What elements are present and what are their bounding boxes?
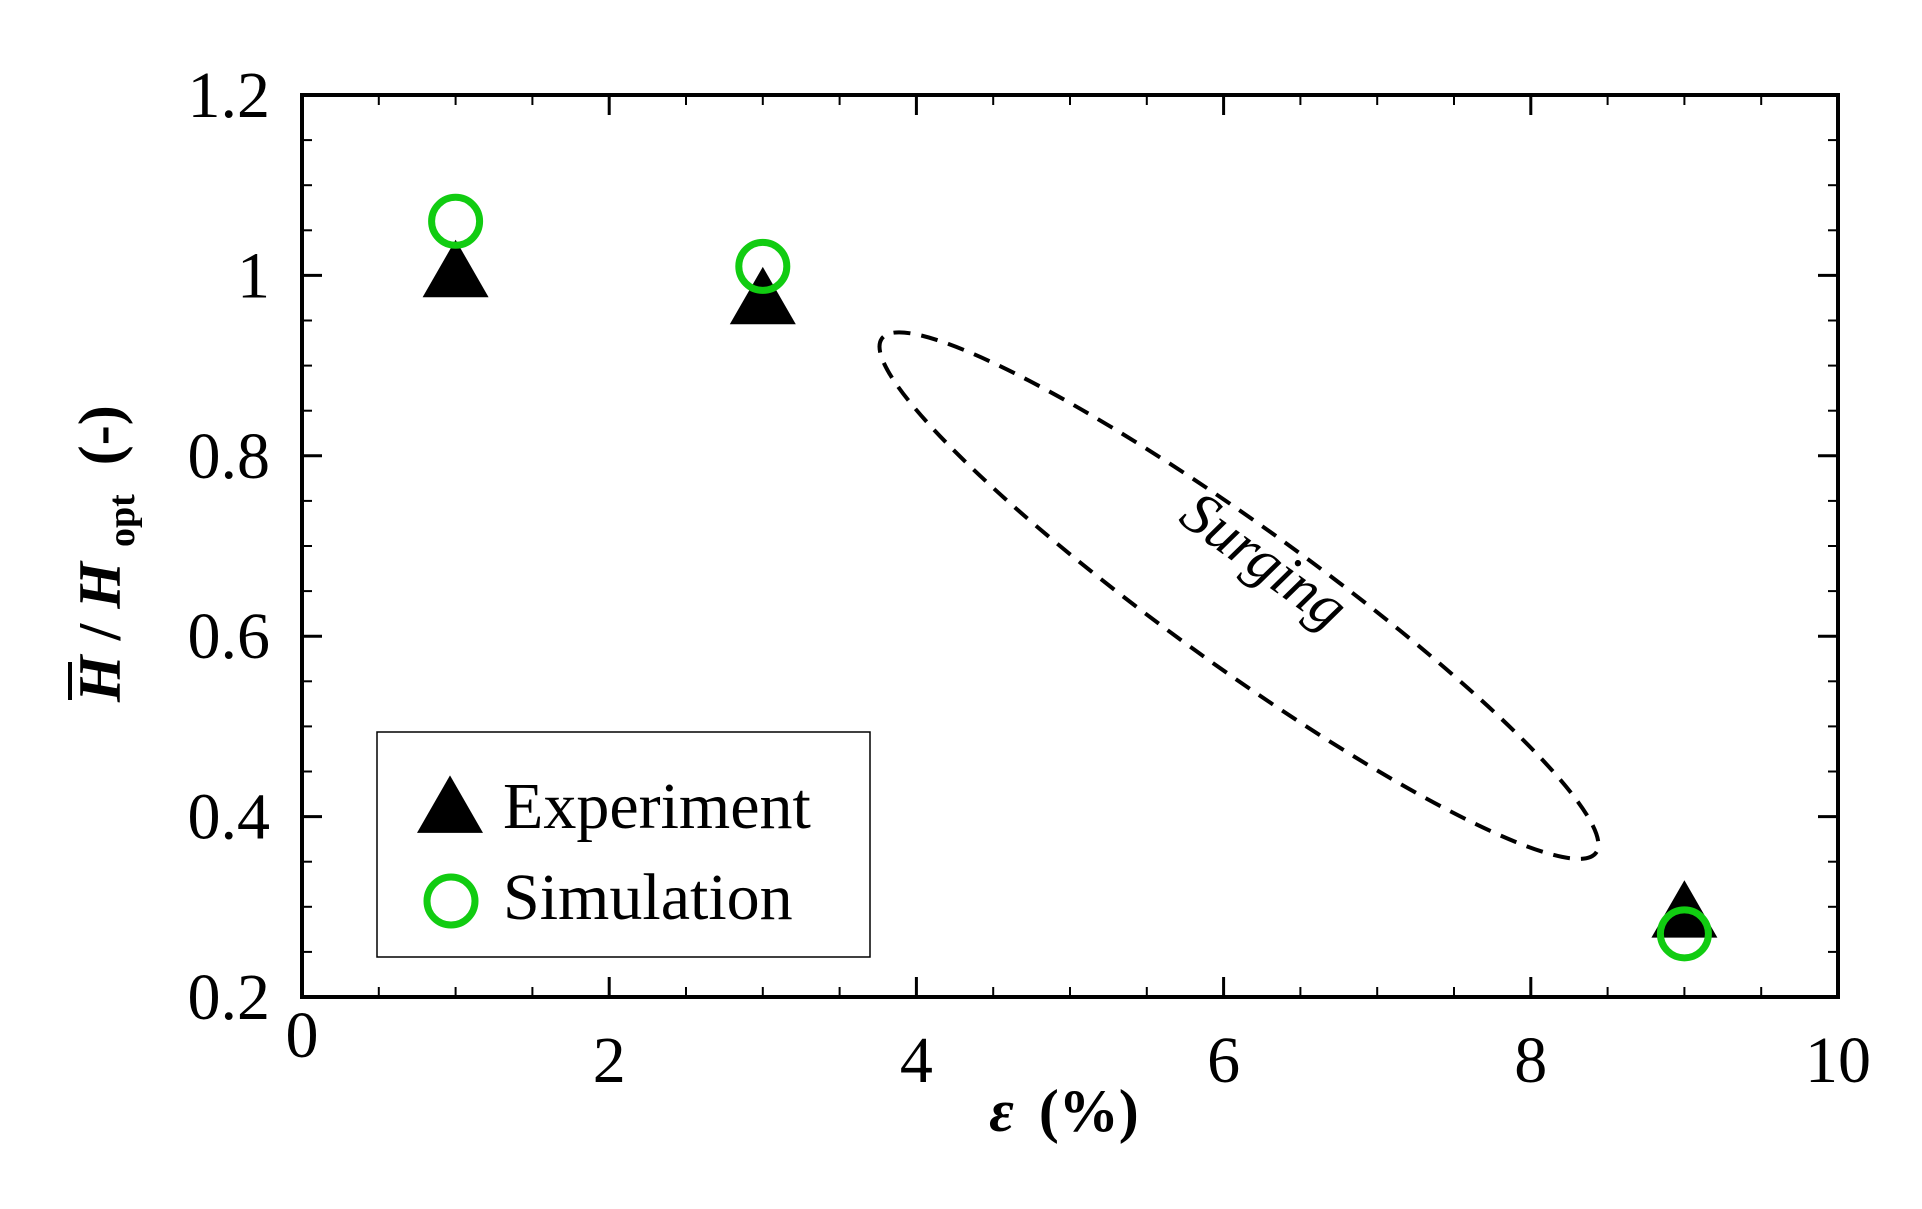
y-axis-sep: / [67, 622, 133, 641]
x-tick-label: 8 [1514, 1024, 1547, 1097]
y-axis-sub: opt [101, 494, 143, 547]
y-axis-main: H [67, 653, 133, 703]
x-tick-label: 4 [900, 1024, 933, 1097]
legend-marker-experiment [417, 775, 483, 833]
y-axis-title: H / H opt (-) [67, 405, 147, 703]
y-tick-label: 0.6 [188, 600, 271, 673]
x-axis-symbol: ε [989, 1078, 1014, 1144]
x-tick-label: 0 [286, 999, 319, 1072]
x-axis-title: ε (%) [989, 1078, 1139, 1144]
y-axis-title-group: H / H opt (-) [67, 405, 147, 703]
y-tick-label: 0.8 [188, 420, 271, 493]
point-experiment [729, 266, 796, 325]
y-axis-unit: (-) [67, 405, 133, 465]
x-tick-label: 6 [1207, 1024, 1240, 1097]
y-tick-label: 1 [237, 239, 270, 312]
legend-box [376, 731, 871, 958]
legend-marker-simulation [423, 873, 479, 929]
x-tick-labels: 0 2 4 6 8 10 [286, 999, 1872, 1097]
point-experiment [422, 239, 489, 298]
legend: Experiment Simulation [376, 731, 871, 958]
x-tick-label: 10 [1805, 1024, 1871, 1097]
y-tick-label: 0.2 [188, 961, 271, 1034]
y-tick-labels: 0.2 0.4 0.6 0.8 1 1.2 [188, 59, 271, 1034]
x-tick-label: 2 [593, 1024, 626, 1097]
data-points [422, 193, 1718, 962]
y-tick-label: 1.2 [188, 59, 271, 132]
plot-frame [300, 93, 1840, 999]
y-axis-den: H [67, 560, 133, 610]
y-tick-label: 0.4 [188, 781, 271, 854]
point-simulation [428, 193, 484, 249]
point-simulation [1656, 906, 1712, 962]
surging-ellipse [877, 330, 1601, 861]
legend-label-experiment: Experiment [503, 770, 811, 843]
x-axis-unit: (%) [1039, 1078, 1139, 1144]
legend-label-simulation: Simulation [503, 861, 793, 934]
point-simulation [735, 238, 791, 294]
